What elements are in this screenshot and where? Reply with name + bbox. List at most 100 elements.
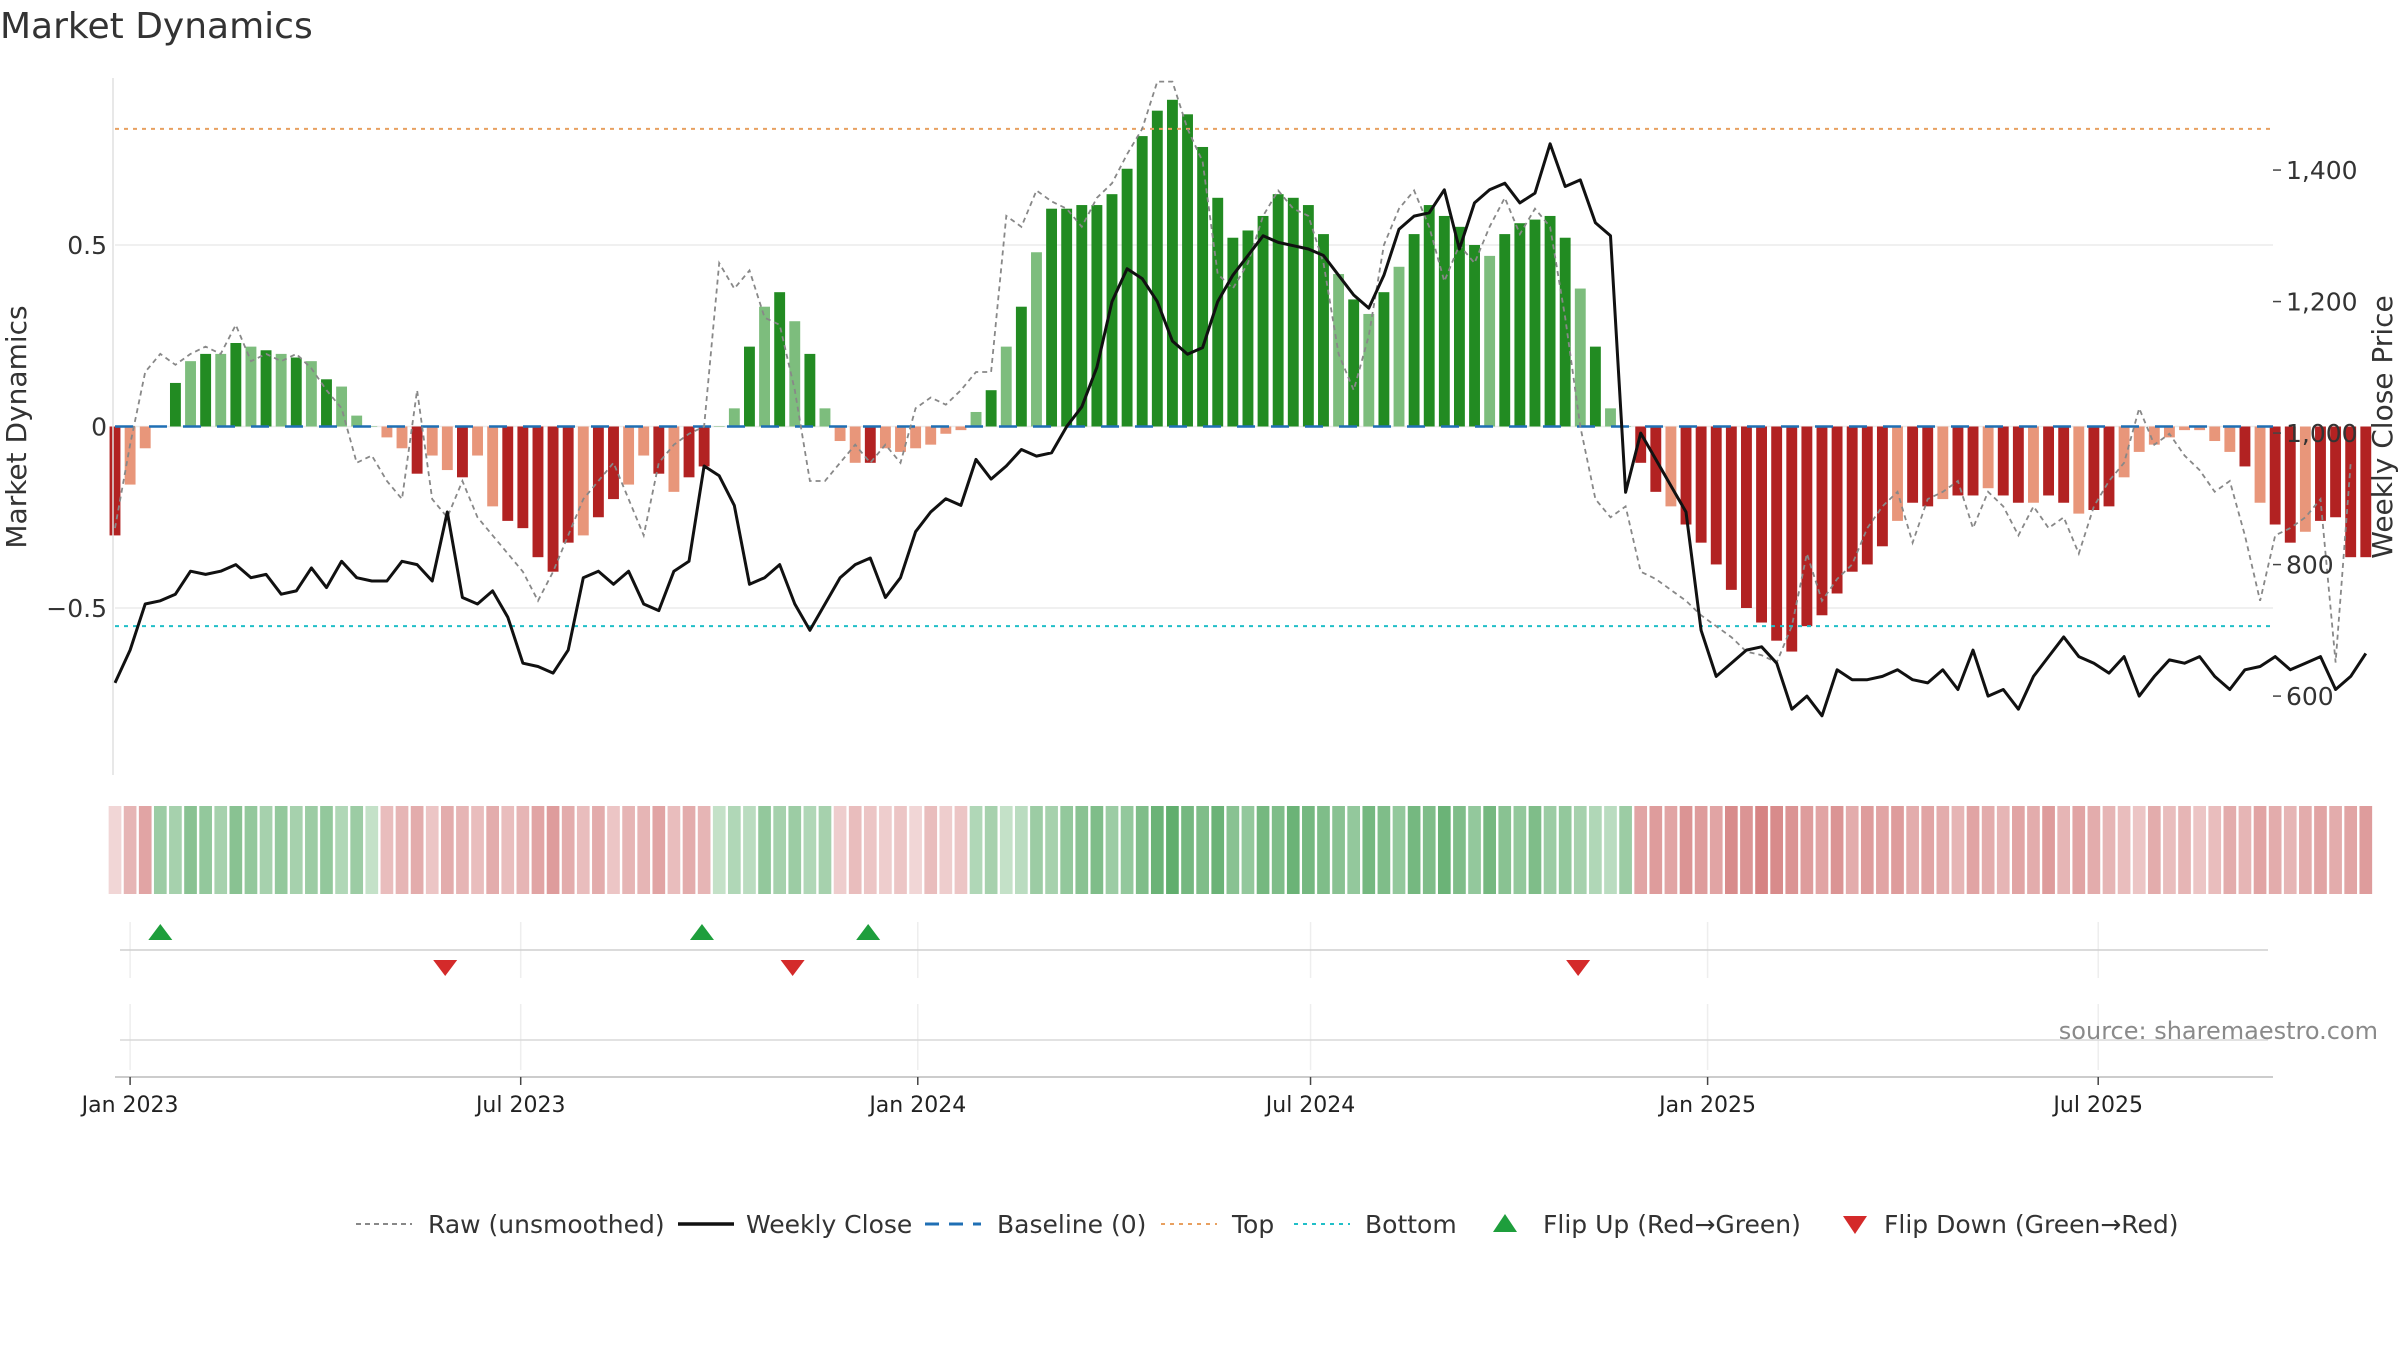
strength-cell [1090, 806, 1104, 894]
bar [1952, 426, 1964, 496]
bar [215, 353, 227, 427]
bar [1015, 306, 1027, 427]
flip-up-marker [148, 924, 173, 940]
strength-cell [803, 806, 817, 894]
strength-cell [773, 806, 787, 894]
strength-cell [365, 806, 379, 894]
x-tick-label: Jul 2024 [1264, 1093, 1356, 1118]
strength-cell [2193, 806, 2206, 894]
bar [895, 426, 906, 452]
strength-cell [1724, 806, 1738, 894]
bar [2284, 426, 2296, 543]
bar [381, 426, 393, 438]
strength-cell [380, 806, 394, 894]
bar [517, 426, 529, 529]
bar [1227, 237, 1239, 427]
strength-cell [2359, 806, 2373, 894]
strength-cell [667, 806, 681, 894]
bar [728, 408, 740, 427]
bar [2209, 426, 2221, 442]
axes: 0.5 0 −0.5 1,400 1,200 1,000 800 600 [46, 78, 2358, 775]
bar [547, 426, 559, 572]
bars-layer [109, 99, 2372, 652]
strength-cell [1573, 806, 1587, 894]
bar [1876, 426, 1888, 547]
strength-cell [259, 806, 273, 894]
bar [2103, 426, 2115, 507]
strength-cell [999, 806, 1013, 894]
strength-cell [2208, 806, 2222, 894]
bar [1469, 244, 1480, 427]
strength-cell [2223, 806, 2237, 894]
bar [2058, 426, 2070, 503]
bar [608, 426, 619, 500]
strength-cell [607, 806, 620, 894]
bar [2315, 426, 2326, 521]
bar [638, 426, 650, 456]
bar [2330, 426, 2342, 518]
y-right-tick-label: 1,000 [2286, 419, 2358, 448]
legend-label: Bottom [1365, 1210, 1457, 1239]
strength-cell [1226, 806, 1240, 894]
bar [1937, 426, 1949, 500]
bar [1741, 426, 1752, 609]
strength-cell [2147, 806, 2161, 894]
strength-cell [546, 806, 560, 894]
bar [1408, 234, 1420, 427]
strength-cell [1981, 806, 1995, 894]
bar [1423, 205, 1435, 427]
bar [713, 426, 725, 427]
strength-cell [1437, 806, 1451, 894]
strength-cell [1513, 806, 1527, 894]
strength-cell [2132, 806, 2146, 894]
strength-cell [1150, 806, 1164, 894]
strength-cell [1755, 806, 1768, 894]
lines-layer [113, 80, 2368, 718]
strength-cell [1392, 806, 1406, 894]
strength-cell [2268, 806, 2282, 894]
strength-cell [2012, 806, 2025, 894]
bar [2028, 426, 2039, 503]
bar [185, 361, 196, 427]
bar [1348, 299, 1360, 427]
bar [245, 346, 257, 427]
legend: Raw (unsmoothed) Weekly Close Baseline (0)… [356, 1210, 2179, 1239]
strength-cell [1770, 806, 1784, 894]
bar [426, 426, 438, 456]
strength-cell [712, 806, 726, 894]
bar [1031, 252, 1042, 427]
bar [1589, 346, 1601, 427]
strength-cell [2072, 806, 2086, 894]
strength-cell [1785, 806, 1799, 894]
bar [1861, 426, 1873, 565]
bar [1997, 426, 2009, 496]
strength-strip [108, 806, 2373, 894]
bar [1831, 426, 1843, 594]
bar [1242, 230, 1254, 427]
strength-cell [1543, 806, 1557, 894]
bar [1710, 426, 1722, 565]
bar [305, 361, 317, 427]
strength-cell [1166, 806, 1179, 894]
bar [2194, 426, 2206, 431]
strength-cell [1211, 806, 1225, 894]
bar [351, 415, 363, 427]
bar [230, 343, 242, 427]
bar [2118, 426, 2130, 478]
bar [1499, 234, 1511, 427]
bar [1816, 426, 1828, 616]
strength-cell [1528, 806, 1542, 894]
strength-cell [244, 806, 258, 894]
bar [1695, 426, 1707, 543]
bar [1091, 205, 1103, 427]
bar [1046, 208, 1058, 427]
strength-cell [1634, 806, 1648, 894]
bar [1907, 426, 1919, 503]
bar [1393, 266, 1405, 427]
strength-cell [2329, 806, 2342, 894]
strength-cell [229, 806, 243, 894]
strength-cell [939, 806, 953, 894]
bar [1076, 205, 1088, 427]
strength-cell [1196, 806, 1209, 894]
bar [1574, 288, 1586, 427]
